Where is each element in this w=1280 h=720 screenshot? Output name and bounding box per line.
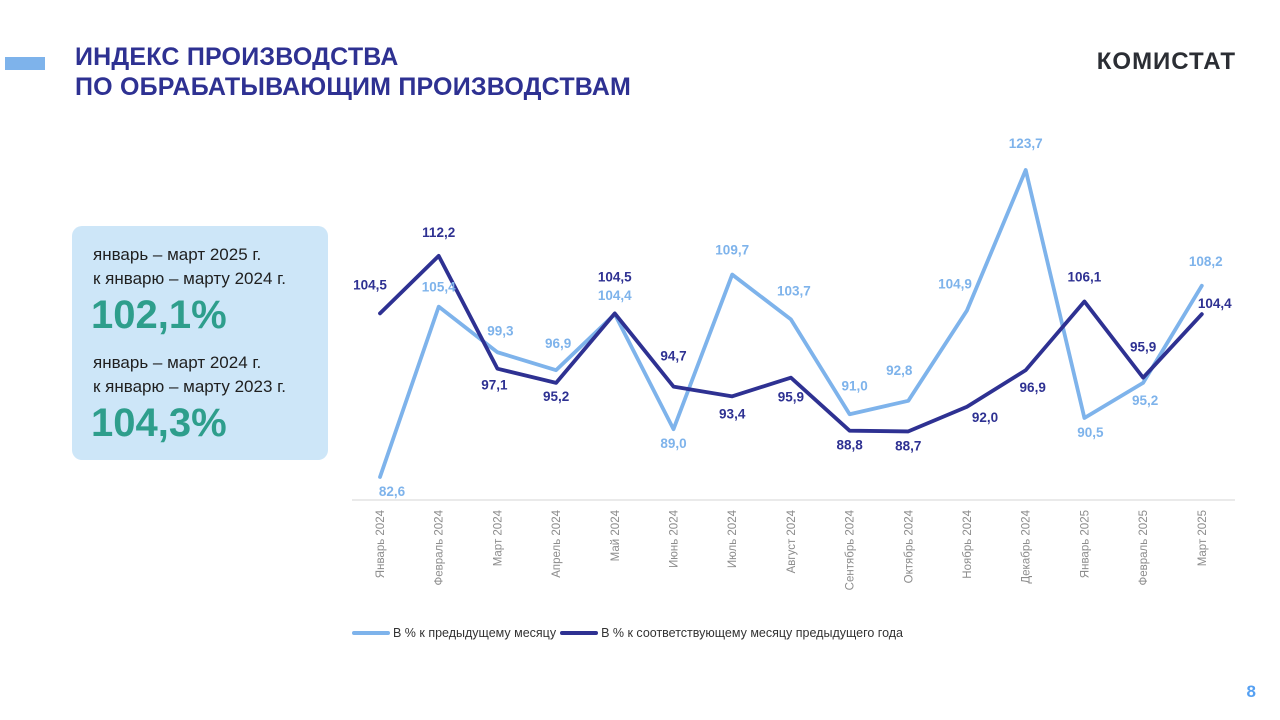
- data-label-series-1: 95,2: [543, 389, 569, 404]
- summary-period-2-line1: январь – март 2024 г.: [93, 353, 262, 372]
- legend-swatch-light-blue: [352, 631, 390, 635]
- data-label-series-0: 90,5: [1077, 425, 1104, 440]
- data-label-series-0: 109,7: [715, 243, 749, 258]
- x-axis-label: Ноябрь 2024: [962, 509, 974, 578]
- data-label-series-0: 108,2: [1189, 254, 1223, 269]
- x-axis-label: Август 2024: [786, 509, 798, 573]
- data-label-series-0: 96,9: [545, 336, 571, 351]
- x-axis-label: Сентябрь 2024: [845, 509, 857, 590]
- chart-svg: Январь 2024 Февраль 2024 Март 2024 Апрель 2…: [352, 136, 1235, 590]
- series-line-0: [378, 168, 1204, 479]
- data-label-series-1: 104,5: [353, 277, 387, 292]
- legend-swatch-dark-blue: [560, 631, 599, 635]
- summary-period-1-line1: январь – март 2025 г.: [93, 245, 262, 264]
- summary-box: январь – март 2025 г. к январю – марту 2…: [72, 226, 328, 460]
- data-label-series-1: 104,4: [1198, 296, 1232, 311]
- x-axis-label: Февраль 2025: [1138, 510, 1150, 586]
- chart-legend: В % к предыдущему месяцу В % к соответст…: [352, 626, 907, 640]
- x-axis-label: Октябрь 2024: [903, 509, 915, 583]
- legend-label-prev-year: В % к соответствующему месяцу предыдущег…: [601, 626, 903, 640]
- summary-period-1-line2: к январю – марту 2024 г.: [93, 268, 286, 288]
- data-label-series-1: 88,8: [836, 438, 863, 453]
- data-label-series-0: 92,8: [886, 363, 913, 378]
- data-label-series-1: 92,0: [972, 410, 998, 425]
- data-label-series-0: 103,7: [777, 283, 811, 298]
- legend-item-prev-month: В % к предыдущему месяцу: [352, 626, 556, 640]
- data-label-series-1: 96,9: [1020, 380, 1046, 395]
- page-number: 8: [1246, 682, 1256, 701]
- x-axis-label: Март 2025: [1197, 510, 1209, 566]
- data-label-series-1: 95,9: [1130, 340, 1156, 355]
- data-label-series-0: 104,4: [598, 288, 632, 303]
- x-axis-label: Июнь 2024: [669, 509, 681, 568]
- data-label-series-1: 112,2: [422, 225, 455, 240]
- series-line-1: [378, 253, 1204, 434]
- data-label-series-0: 123,7: [1009, 136, 1043, 151]
- data-label-series-1: 93,4: [719, 406, 746, 421]
- x-axis-label: Июль 2024: [727, 509, 739, 568]
- data-label-series-1: 88,7: [895, 438, 921, 453]
- data-label-series-0: 89,0: [660, 436, 686, 451]
- x-axis-label: Февраль 2024: [434, 509, 446, 585]
- page-title: ИНДЕКС ПРОИЗВОДСТВА ПО ОБРАБАТЫВАЮЩИМ ПР…: [75, 42, 631, 102]
- x-axis-label: Декабрь 2024: [1021, 509, 1033, 583]
- data-label-series-1: 94,7: [660, 349, 686, 364]
- data-label-series-1: 95,9: [778, 390, 804, 405]
- data-label-series-1: 97,1: [481, 378, 508, 393]
- data-label-series-0: 104,9: [938, 276, 972, 291]
- x-axis-label: Март 2024: [492, 509, 504, 566]
- production-index-line-chart: Январь 2024 Февраль 2024 Март 2024 Апрель 2…: [340, 120, 1260, 630]
- x-axis-label: Январь 2025: [1079, 510, 1091, 578]
- summary-value-1: 102,1%: [91, 293, 227, 337]
- x-axis-label: Январь 2024: [375, 509, 387, 578]
- x-axis-label: Май 2024: [610, 509, 622, 561]
- data-label-series-0: 105,4: [422, 280, 456, 295]
- data-label-series-0: 95,2: [1132, 393, 1158, 408]
- summary-period-2-line2: к январю – марту 2023 г.: [93, 376, 286, 396]
- data-label-series-1: 104,5: [598, 269, 632, 284]
- page-title-line1: ИНДЕКС ПРОИЗВОДСТВА: [75, 43, 399, 71]
- summary-value-2: 104,3%: [91, 401, 227, 445]
- x-axis-label: Апрель 2024: [551, 509, 563, 577]
- data-label-series-0: 91,0: [841, 378, 867, 393]
- data-label-series-1: 106,1: [1068, 269, 1102, 284]
- legend-label-prev-month: В % к предыдущему месяцу: [393, 626, 557, 640]
- data-label-series-0: 82,6: [379, 484, 406, 499]
- title-accent-dash: [5, 57, 45, 70]
- komistat-logo: КОМИСТАТ: [1096, 48, 1236, 75]
- page-title-line2: ПО ОБРАБАТЫВАЮЩИМ ПРОИЗВОДСТВАМ: [75, 73, 632, 101]
- data-label-series-0: 99,3: [487, 323, 514, 338]
- legend-item-prev-year: В % к соответствующему месяцу предыдущег…: [560, 626, 903, 640]
